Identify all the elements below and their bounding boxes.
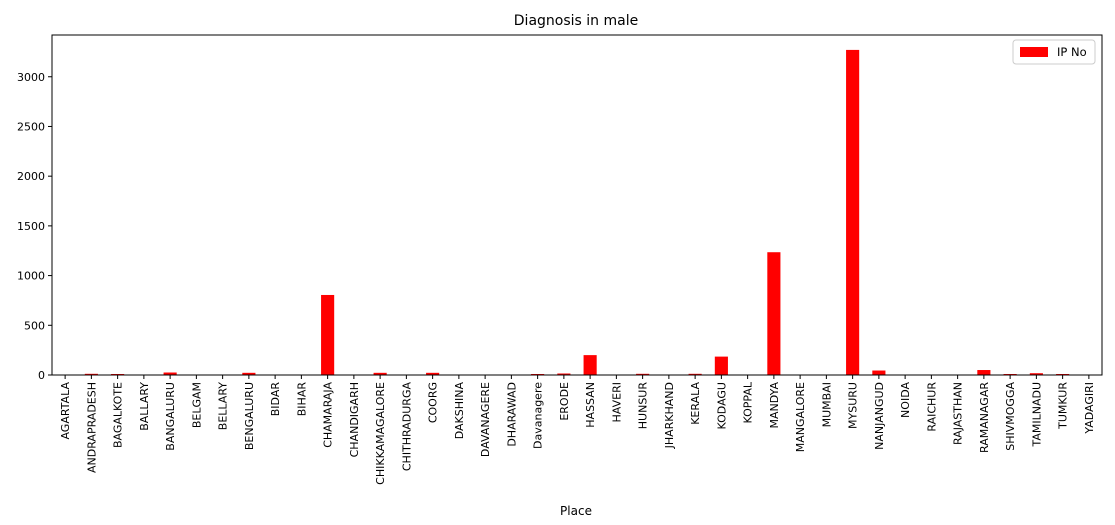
y-tick-label: 2500	[17, 120, 45, 133]
x-tick-label: CHAMARAJA	[322, 382, 335, 448]
bar-bangaluru	[163, 372, 177, 375]
bar-mysuru	[846, 49, 860, 375]
legend-label: IP No	[1057, 45, 1087, 59]
bar-nanjangud	[872, 370, 886, 375]
x-tick-label: DAKSHINA	[453, 382, 466, 440]
bar-coorg	[426, 372, 440, 375]
bar-hassan	[583, 355, 597, 375]
x-tick-label: BENGALURU	[243, 382, 256, 450]
bar-kerala	[688, 373, 702, 375]
x-tick-label: NANJANGUD	[873, 382, 886, 450]
x-tick-label: JHARKHAND	[663, 382, 676, 449]
legend: IP No	[1012, 39, 1096, 65]
x-tick-label: KODAGU	[715, 382, 728, 429]
y-tick-label: 2000	[17, 170, 45, 183]
x-tick-label: RAMANAGAR	[978, 382, 991, 453]
x-tick-label: YADAGIRI	[1083, 382, 1096, 435]
x-tick-label: BIDAR	[269, 382, 282, 417]
x-tick-label: RAJASTHAN	[952, 382, 965, 445]
y-tick-label: 3000	[17, 71, 45, 84]
y-tick-label: 1000	[17, 270, 45, 283]
x-tick-label: HAVERI	[610, 382, 623, 422]
bar-tamilnadu	[1029, 373, 1043, 375]
x-tick-label: BIHAR	[295, 382, 308, 417]
x-tick-label: HASSAN	[584, 382, 597, 428]
x-tick-label: CHITHRADURGA	[400, 382, 413, 472]
x-tick-label: BALLARY	[138, 382, 151, 431]
bar-bengaluru	[242, 372, 256, 375]
x-tick-label: CHANDIGARH	[348, 382, 361, 457]
y-tick-label: 1500	[17, 220, 45, 233]
y-tick-label: 0	[38, 369, 45, 382]
bar-chikkamagalore	[373, 372, 387, 375]
x-tick-label: RAICHUR	[925, 382, 938, 432]
x-tick-label: BANGALURU	[164, 382, 177, 451]
x-tick-label: MYSURU	[847, 382, 860, 429]
x-tick-label: MANDYA	[768, 382, 781, 429]
x-tick-label: KOPPAL	[742, 381, 755, 423]
x-tick-label: ERODE	[558, 382, 571, 421]
x-tick-label: BELGAM	[190, 382, 203, 428]
legend-swatch	[1020, 47, 1048, 57]
x-tick-label: MANGALORE	[794, 382, 807, 452]
bar-hunsur	[636, 373, 650, 375]
x-tick-label: SHIVMOGGA	[1004, 382, 1017, 451]
chart-title: Diagnosis in male	[514, 13, 638, 29]
x-tick-label: CHIKKAMAGALORE	[374, 382, 387, 485]
x-tick-label: BAGALKOTE	[112, 382, 125, 448]
x-tick-label: KERALA	[689, 382, 702, 425]
x-tick-label: TAMILNADU	[1030, 382, 1043, 448]
x-tick-label: DHARAWAD	[505, 382, 518, 447]
x-tick-label: DAVANAGERE	[479, 382, 492, 457]
bar-ramanagar	[977, 370, 991, 375]
x-tick-label: Davanagere	[532, 382, 545, 449]
plot-area	[51, 34, 1103, 376]
x-tick-label: BELLARY	[217, 382, 230, 430]
y-tick-label: 500	[24, 319, 45, 332]
bar-kodagu	[714, 356, 728, 375]
x-tick-label: MUMBAI	[820, 382, 833, 427]
bar-chamaraja	[321, 294, 335, 375]
x-tick-label: ANDRAPRADESH	[85, 382, 98, 473]
x-tick-label: NOIDA	[899, 382, 912, 418]
x-tick-label: AGARTALA	[59, 382, 72, 440]
bar-erode	[557, 373, 571, 375]
bar-mandya	[767, 252, 781, 375]
x-tick-label: TUMKUR	[1057, 382, 1070, 430]
x-tick-label: COORG	[427, 382, 440, 423]
x-tick-label: HUNSUR	[637, 382, 650, 430]
bar-andrapradesh	[84, 373, 98, 375]
x-axis-label: Place	[560, 504, 592, 518]
legend-box	[1012, 39, 1096, 65]
